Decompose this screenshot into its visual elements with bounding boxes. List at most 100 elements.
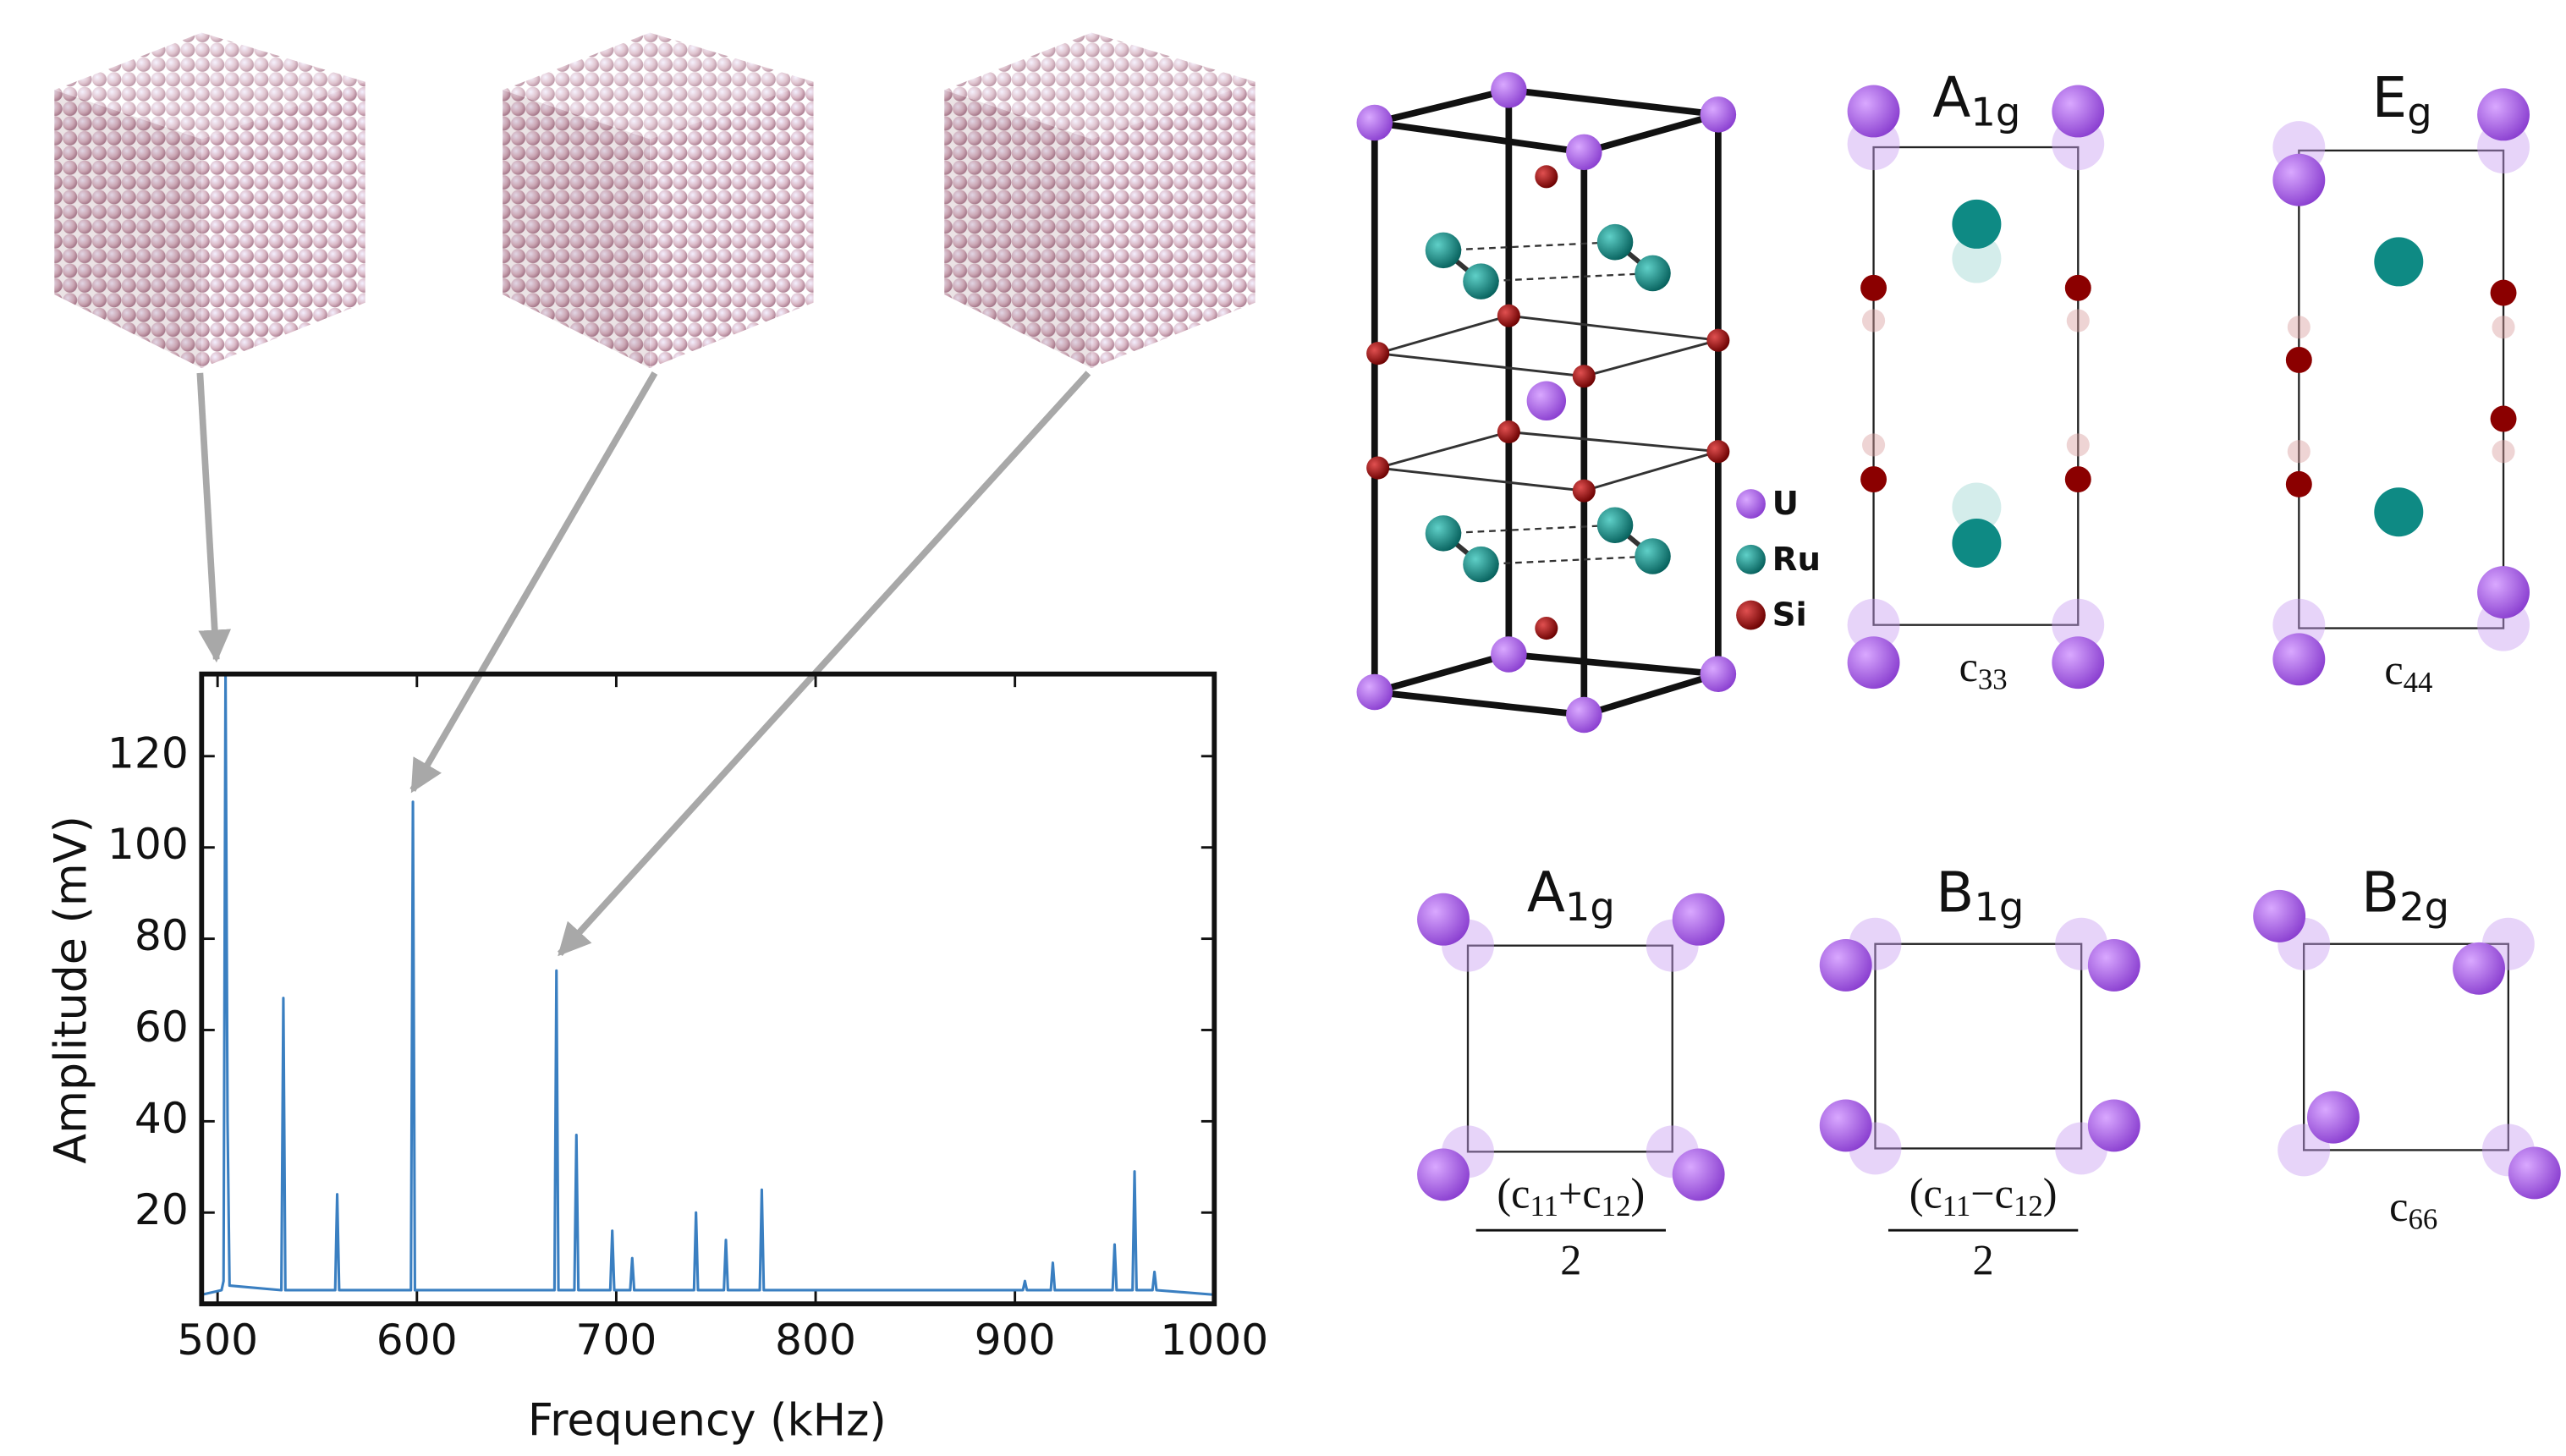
atom [1952,519,2001,568]
page: {"chart_data": {"type": "line", "x_label… [0,0,2566,1456]
mode-symbol: B1g [1936,860,2024,930]
constant-base: c [1959,642,1978,690]
atom [2288,316,2310,338]
atom [1862,309,1885,332]
y-tick-label: 40 [135,1093,189,1143]
elastic-constant: c33 [1959,642,2008,695]
atom [2374,237,2423,286]
x-tick-label: 700 [575,1315,657,1365]
constant-part: +c [1558,1169,1602,1217]
x-tick-label: 900 [975,1315,1056,1365]
mode-panel: Eg c44 [2272,65,2530,699]
atom [2508,1147,2561,1200]
crystal-structure: U Ru Si [1357,72,1821,733]
constant-sub: 66 [2408,1202,2437,1235]
mode-symbol-sub: 1g [1565,884,1615,930]
y-tick-label: 20 [135,1184,189,1234]
x-tick-label: 800 [775,1315,856,1365]
elastic-constant-numerator: (c11−c12) [1909,1169,2058,1222]
cube-2 [503,33,813,368]
x-tick-label: 600 [376,1315,458,1365]
x-tick-label: 500 [177,1315,258,1365]
atom [2374,487,2423,536]
atom [1952,200,2001,249]
atom [2272,154,2325,206]
atom [2288,440,2310,463]
cube-3 [944,33,1255,368]
atom [1673,1148,1725,1201]
y-tick-label: 80 [135,910,189,960]
elastic-constant: c66 [2389,1182,2437,1235]
atom [2492,440,2515,463]
atom [2272,633,2325,685]
atom [1848,636,1900,689]
mode-symbol: A1g [1527,860,1615,930]
constant-part: 12 [2014,1190,2043,1222]
atom [1673,893,1725,946]
atom [2253,890,2305,942]
x-tick-label: 1000 [1160,1315,1268,1365]
unit-cell [1876,944,2082,1149]
y-tick-label: 60 [135,1002,189,1052]
atom [2067,309,2090,332]
atom [2067,433,2090,456]
constant-sub: 33 [1978,662,2008,695]
atom [1862,433,1885,456]
cube-1 [54,33,365,368]
atom [2065,466,2091,492]
mode-symbol-sub: 1g [1970,89,2020,135]
mode-symbol: Eg [2372,65,2432,135]
elastic-constant: c44 [2384,646,2432,699]
atom [2307,1091,2360,1144]
elastic-constant-denominator: 2 [1973,1236,1994,1283]
elastic-constant-denominator: 2 [1560,1236,1581,1283]
constant-part: ) [1630,1169,1645,1217]
atom [1860,275,1887,301]
unit-cell [1468,946,1673,1152]
y-tick-label: 120 [107,728,189,777]
constant-part: −c [1970,1169,2014,1217]
mode-symbol-main: A [1932,65,1970,130]
atom [2491,280,2517,306]
mode-panel: A1g c33 [1848,65,2105,695]
mode-symbol-main: A [1527,860,1565,926]
constant-part: ) [2043,1169,2058,1217]
atom [2286,347,2312,373]
legend-label: U [1772,485,1799,523]
mode-symbol-main: E [2372,65,2408,130]
constant-part: (c [1909,1169,1942,1217]
mode-symbol: B2g [2361,860,2449,930]
plot-frame [201,674,1214,1304]
atom [2052,636,2104,689]
atom [1860,466,1887,492]
legend-label: Si [1772,596,1807,635]
mode-symbol: A1g [1932,65,2020,135]
elastic-constant-numerator: (c11+c12) [1497,1169,1645,1222]
atom [1417,1148,1470,1201]
mode-panel: A1g (c11+c12) 2 [1417,860,1725,1284]
spectrum-line [201,674,1214,1295]
atom [2477,566,2530,618]
atom [2477,88,2530,140]
mode-panel: B2g c66 [2253,860,2561,1236]
mode-symbol-sub: 1g [1974,884,2024,930]
constant-sub: 44 [2404,666,2433,699]
atom [1848,85,1900,138]
mode-symbol-sub: 2g [2399,884,2449,930]
mode-panel: B1g (c11−c12) 2 [1820,860,2140,1284]
atom [2065,275,2091,301]
mode-symbol-main: B [2361,860,2399,926]
atom [2491,406,2517,432]
atom [1820,1099,1872,1151]
x-axis-label: Frequency (kHz) [528,1395,887,1446]
atom [2453,942,2505,995]
constant-part: 12 [1602,1190,1631,1222]
constant-base: c [2389,1182,2408,1229]
atom [1417,893,1470,946]
mode-symbol-sub: g [2407,89,2431,135]
constant-part: (c [1497,1169,1530,1217]
arrows [200,373,1088,953]
y-tick-label: 100 [107,819,189,869]
constant-base: c [2384,646,2403,693]
mode-symbol-main: B [1936,860,1974,926]
